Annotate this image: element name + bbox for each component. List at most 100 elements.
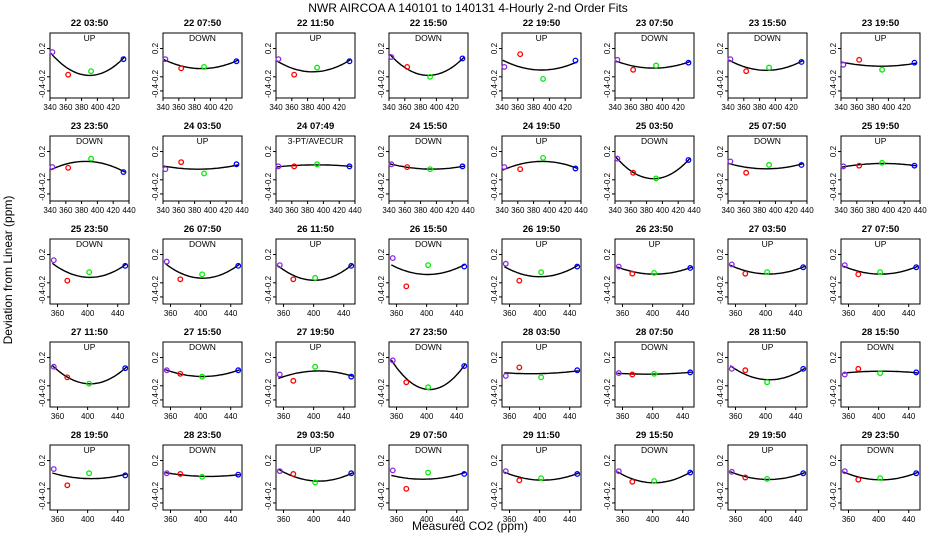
y-tick-label: -0.2 <box>377 275 386 289</box>
fit-curve <box>502 160 578 171</box>
x-tick-label: 400 <box>769 206 783 215</box>
y-tick-label: -0.4 <box>151 186 160 200</box>
x-tick-label: 440 <box>563 412 577 421</box>
data-point <box>50 363 57 370</box>
y-tick-label: -0.4 <box>38 83 47 97</box>
data-point <box>615 263 622 270</box>
data-point <box>841 468 848 475</box>
panel-frame <box>162 238 243 305</box>
y-tick-label: -0.2 <box>603 172 612 186</box>
x-tick-label: 400 <box>204 206 218 215</box>
y-tick-label: 0.2 <box>490 42 499 54</box>
panel-label: 23 15:50 <box>749 18 787 29</box>
x-tick-label: 380 <box>527 206 541 215</box>
panel: 25 03:50 DOWN 0.2 -0.2-0.4 340 360 380 400 420 44… <box>603 121 701 215</box>
data-point <box>877 269 884 276</box>
y-tick-label: -0.4 <box>716 495 725 509</box>
y-tick-label: 0.2 <box>716 351 725 363</box>
y-tick-label: -0.4 <box>716 392 725 406</box>
y-tick-label: -0.2 <box>490 378 499 392</box>
x-tick-label: 400 <box>533 412 547 421</box>
panel-frame <box>840 135 921 202</box>
data-point <box>120 56 127 63</box>
panel-label: 24 15:50 <box>410 121 448 132</box>
panel: 28 23:50 DOWN 0.2 -0.2-0.4 360 400 440 <box>151 430 243 524</box>
x-tick-label: 400 <box>430 103 444 112</box>
y-tick-label: 0.2 <box>377 248 386 260</box>
y-tick-label: -0.4 <box>151 83 160 97</box>
panel-label: 22 19:50 <box>523 18 561 29</box>
y-tick-label: -0.2 <box>829 481 838 495</box>
x-tick-label: 400 <box>543 206 557 215</box>
data-point <box>614 155 621 162</box>
y-tick-label: 0.2 <box>716 145 725 157</box>
data-point <box>65 71 72 78</box>
panel-label: 24 19:50 <box>523 121 561 132</box>
data-point <box>389 467 396 474</box>
data-point <box>276 371 283 378</box>
x-tick-label: 360 <box>503 309 517 318</box>
panel-label: 22 15:50 <box>410 18 448 29</box>
x-tick-label: 380 <box>866 206 880 215</box>
y-tick-label: 0.2 <box>490 454 499 466</box>
data-point <box>312 479 319 486</box>
x-tick-label: 360 <box>737 206 751 215</box>
data-point <box>64 374 71 381</box>
fit-curve <box>277 468 354 482</box>
data-point <box>687 369 694 376</box>
y-tick-label: -0.4 <box>829 289 838 303</box>
x-tick-label: 360 <box>51 515 65 524</box>
y-tick-label: 0.2 <box>151 248 160 260</box>
y-tick-label: -0.4 <box>603 495 612 509</box>
data-point <box>574 471 581 477</box>
panel-frame <box>840 341 921 408</box>
data-point <box>574 367 581 374</box>
panel-mode: DOWN <box>415 136 442 146</box>
panel-mode: 3-PT/AVECUR <box>288 136 344 146</box>
x-tick-label: 380 <box>527 103 541 112</box>
panel-label: 26 11:50 <box>297 224 334 235</box>
panel-label: 22 07:50 <box>184 18 222 29</box>
fit-curve <box>389 163 465 170</box>
panel: 25 19:50 UP 0.2 -0.2-0.4 340 360 380 400 420 440 <box>829 121 927 215</box>
y-tick-label: -0.2 <box>829 172 838 186</box>
x-tick-label: 400 <box>533 309 547 318</box>
x-tick-label: 360 <box>842 515 856 524</box>
x-tick-label: 380 <box>414 206 428 215</box>
y-tick-label: 0.2 <box>377 145 386 157</box>
x-tick-label: 400 <box>317 103 331 112</box>
x-tick-label: 360 <box>511 103 525 112</box>
panel-label: 29 19:50 <box>749 430 787 441</box>
x-tick-label: 400 <box>872 515 886 524</box>
panel: 28 03:50 UP 0.2 -0.2-0.4 360 400 440 <box>490 327 582 421</box>
y-tick-label: -0.2 <box>603 481 612 495</box>
panel-frame <box>275 238 356 305</box>
data-point <box>800 264 807 271</box>
y-tick-label: 0.2 <box>603 248 612 260</box>
data-point <box>291 71 298 78</box>
x-tick-label: 440 <box>902 412 916 421</box>
y-tick-label: -0.4 <box>716 83 725 97</box>
panel: 29 11:50 UP 0.2 -0.2-0.4 360 400 440 <box>490 430 582 524</box>
y-tick-label: 0.2 <box>829 351 838 363</box>
y-tick-label: 0.2 <box>490 351 499 363</box>
y-tick-label: 0.2 <box>603 351 612 363</box>
data-point <box>122 365 129 372</box>
x-tick-label: 440 <box>800 206 814 215</box>
x-tick-label: 400 <box>656 103 670 112</box>
y-tick-label: 0.2 <box>603 454 612 466</box>
fit-curve <box>841 61 917 67</box>
data-point <box>388 54 395 60</box>
x-tick-label: 400 <box>543 103 557 112</box>
fit-curve <box>277 263 354 282</box>
data-point <box>630 169 637 176</box>
data-point <box>163 470 170 477</box>
panel: 27 15:50 DOWN 0.2 -0.2-0.4 360 400 440 <box>151 327 243 421</box>
x-tick-label: 360 <box>277 412 291 421</box>
y-tick-label: -0.4 <box>377 289 386 303</box>
fit-curve <box>616 470 693 484</box>
x-tick-label: 360 <box>390 309 404 318</box>
x-tick-label: 360 <box>390 515 404 524</box>
data-point <box>742 367 749 374</box>
panel: 26 07:50 DOWN 0.2 -0.2-0.4 360 400 440 <box>151 224 243 318</box>
